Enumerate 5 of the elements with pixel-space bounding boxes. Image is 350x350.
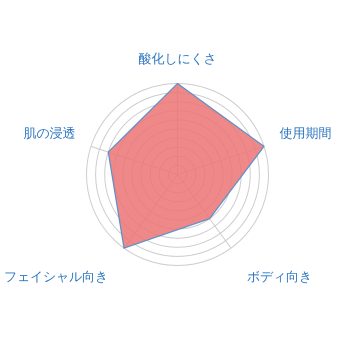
spoke-label: 使用期間 <box>280 126 332 142</box>
spoke-label: ボディ向き <box>247 270 312 286</box>
spoke-label: フェイシャル向き <box>4 270 108 286</box>
spoke-label: 酸化しにくさ <box>138 52 216 68</box>
spoke-label: 肌の浸透 <box>23 126 76 142</box>
